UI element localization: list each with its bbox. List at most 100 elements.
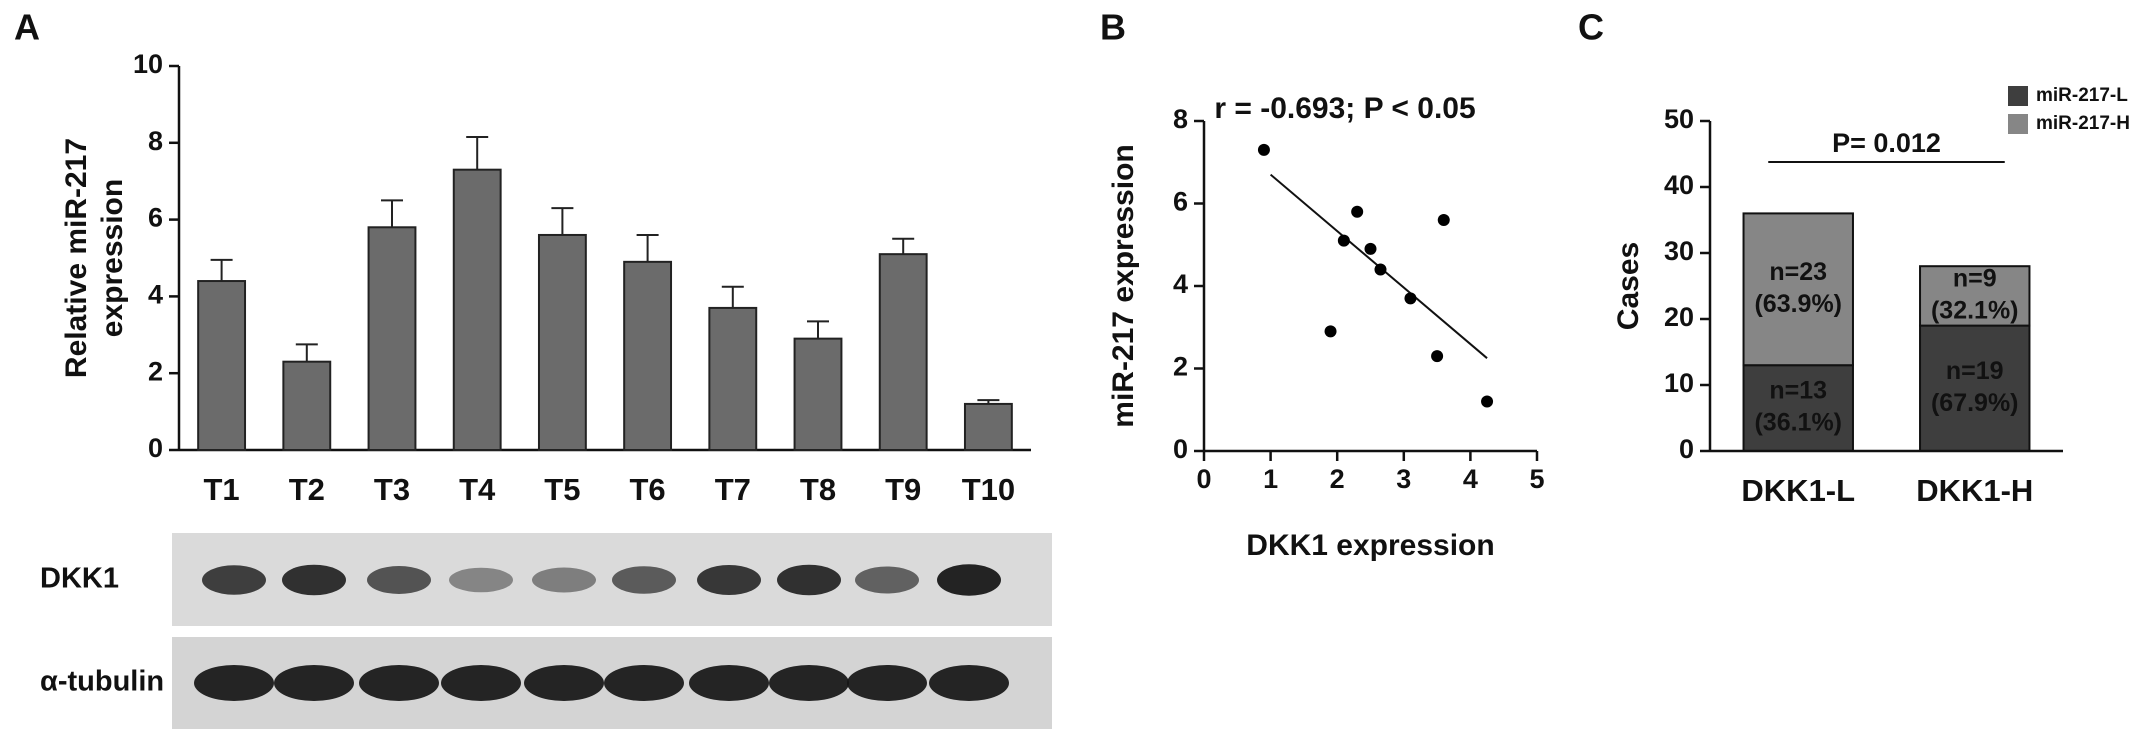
y-axis-label: expression — [96, 179, 129, 337]
bar — [963, 402, 1013, 452]
value-label: (32.1%) — [1931, 297, 2019, 325]
annotation: P= 0.012 — [1832, 128, 1941, 158]
x-tick-label: DKK1-H — [1916, 473, 2033, 508]
point — [1351, 205, 1364, 218]
blot-label: DKK1 — [40, 563, 119, 595]
bar — [708, 306, 758, 452]
legend-swatch — [2008, 114, 2028, 134]
bar — [197, 280, 247, 452]
value-label: (67.9%) — [1931, 389, 2019, 417]
bar-segment — [1919, 324, 2031, 453]
y-tick-label: 8 — [1173, 104, 1188, 134]
y-tick-label: 0 — [1173, 434, 1188, 464]
bar — [452, 168, 502, 451]
bar — [282, 360, 332, 451]
point — [1481, 395, 1494, 408]
x-tick-label: T5 — [544, 472, 580, 507]
blot-band — [855, 566, 919, 594]
blot-band — [194, 665, 274, 701]
blot-band — [524, 665, 604, 701]
x-tick-label: 4 — [1463, 464, 1478, 494]
value-label: n=19 — [1946, 357, 2004, 385]
value-label: n=13 — [1769, 377, 1827, 405]
x-tick-label: T7 — [715, 472, 751, 507]
x-tick-label: 3 — [1396, 464, 1411, 494]
y-axis-label: Relative miR-217 — [60, 138, 93, 378]
value-label: (63.9%) — [1754, 290, 1842, 318]
y-axis-label: Cases — [1612, 242, 1645, 330]
blot-band — [937, 564, 1001, 596]
y-tick-label: 2 — [148, 356, 163, 386]
bar — [623, 260, 673, 451]
point — [1337, 234, 1350, 247]
bar — [878, 253, 928, 451]
y-tick-label: 10 — [133, 49, 163, 79]
blot-band — [847, 665, 927, 701]
point — [1431, 350, 1444, 363]
y-tick-label: 2 — [1173, 352, 1188, 382]
blot-band — [532, 567, 596, 593]
y-tick-label: 40 — [1664, 170, 1694, 200]
x-tick-label: T4 — [459, 472, 496, 507]
value-label: n=23 — [1769, 258, 1827, 286]
panel-label: A — [14, 7, 40, 48]
x-tick-label: T10 — [962, 472, 1015, 507]
x-tick-label: T1 — [204, 472, 240, 507]
point — [1324, 325, 1337, 338]
legend-label: miR-217-L — [2036, 85, 2128, 106]
annotation: r = -0.693; P < 0.05 — [1214, 92, 1475, 125]
y-axis-label: miR-217 expression — [1107, 144, 1140, 427]
x-tick-label: 0 — [1196, 464, 1211, 494]
y-tick-label: 6 — [1173, 187, 1188, 217]
blot-band — [282, 564, 346, 596]
y-tick-label: 0 — [1679, 434, 1694, 464]
blot-band — [612, 566, 676, 594]
y-tick-label: 0 — [148, 433, 163, 463]
blot-band — [929, 665, 1009, 701]
legend-label: miR-217-H — [2036, 113, 2130, 134]
blot-label: α-tubulin — [40, 666, 164, 698]
bar-segment — [1742, 212, 1854, 367]
blot-band — [202, 565, 266, 595]
x-tick-label: T6 — [630, 472, 666, 507]
blot-band — [359, 665, 439, 701]
blot-band — [777, 564, 841, 596]
blot-band — [604, 665, 684, 701]
blot-band — [769, 665, 849, 701]
bar — [367, 226, 417, 451]
y-tick-label: 6 — [148, 203, 163, 233]
y-tick-label: 30 — [1664, 236, 1694, 266]
x-tick-label: T8 — [800, 472, 836, 507]
x-tick-label: DKK1-L — [1741, 473, 1855, 508]
x-tick-label: T3 — [374, 472, 410, 507]
x-tick-label: T2 — [289, 472, 325, 507]
y-tick-label: 4 — [148, 280, 163, 310]
x-tick-label: 1 — [1263, 464, 1278, 494]
x-tick-label: 2 — [1330, 464, 1345, 494]
point — [1257, 143, 1270, 156]
blot-band — [367, 566, 431, 594]
bar-segment — [1742, 364, 1854, 453]
blot-band — [441, 665, 521, 701]
blot-band — [697, 565, 761, 595]
blot-band — [449, 567, 513, 593]
panel-label: C — [1578, 7, 1604, 48]
bar — [793, 337, 843, 452]
y-tick-label: 4 — [1173, 269, 1188, 299]
value-label: n=9 — [1953, 265, 1997, 293]
y-tick-label: 10 — [1664, 368, 1694, 398]
panel-label: B — [1100, 7, 1126, 48]
blot-band — [689, 665, 769, 701]
x-tick-label: 5 — [1529, 464, 1544, 494]
x-tick-label: T9 — [885, 472, 921, 507]
blot-band — [274, 665, 354, 701]
point — [1364, 242, 1377, 255]
point — [1437, 214, 1450, 226]
y-tick-label: 20 — [1664, 302, 1694, 332]
point — [1404, 292, 1417, 305]
x-axis-label: DKK1 expression — [1246, 529, 1494, 562]
value-label: (36.1%) — [1754, 409, 1842, 437]
bar-segment — [1919, 265, 2031, 327]
legend-swatch — [2008, 86, 2028, 106]
